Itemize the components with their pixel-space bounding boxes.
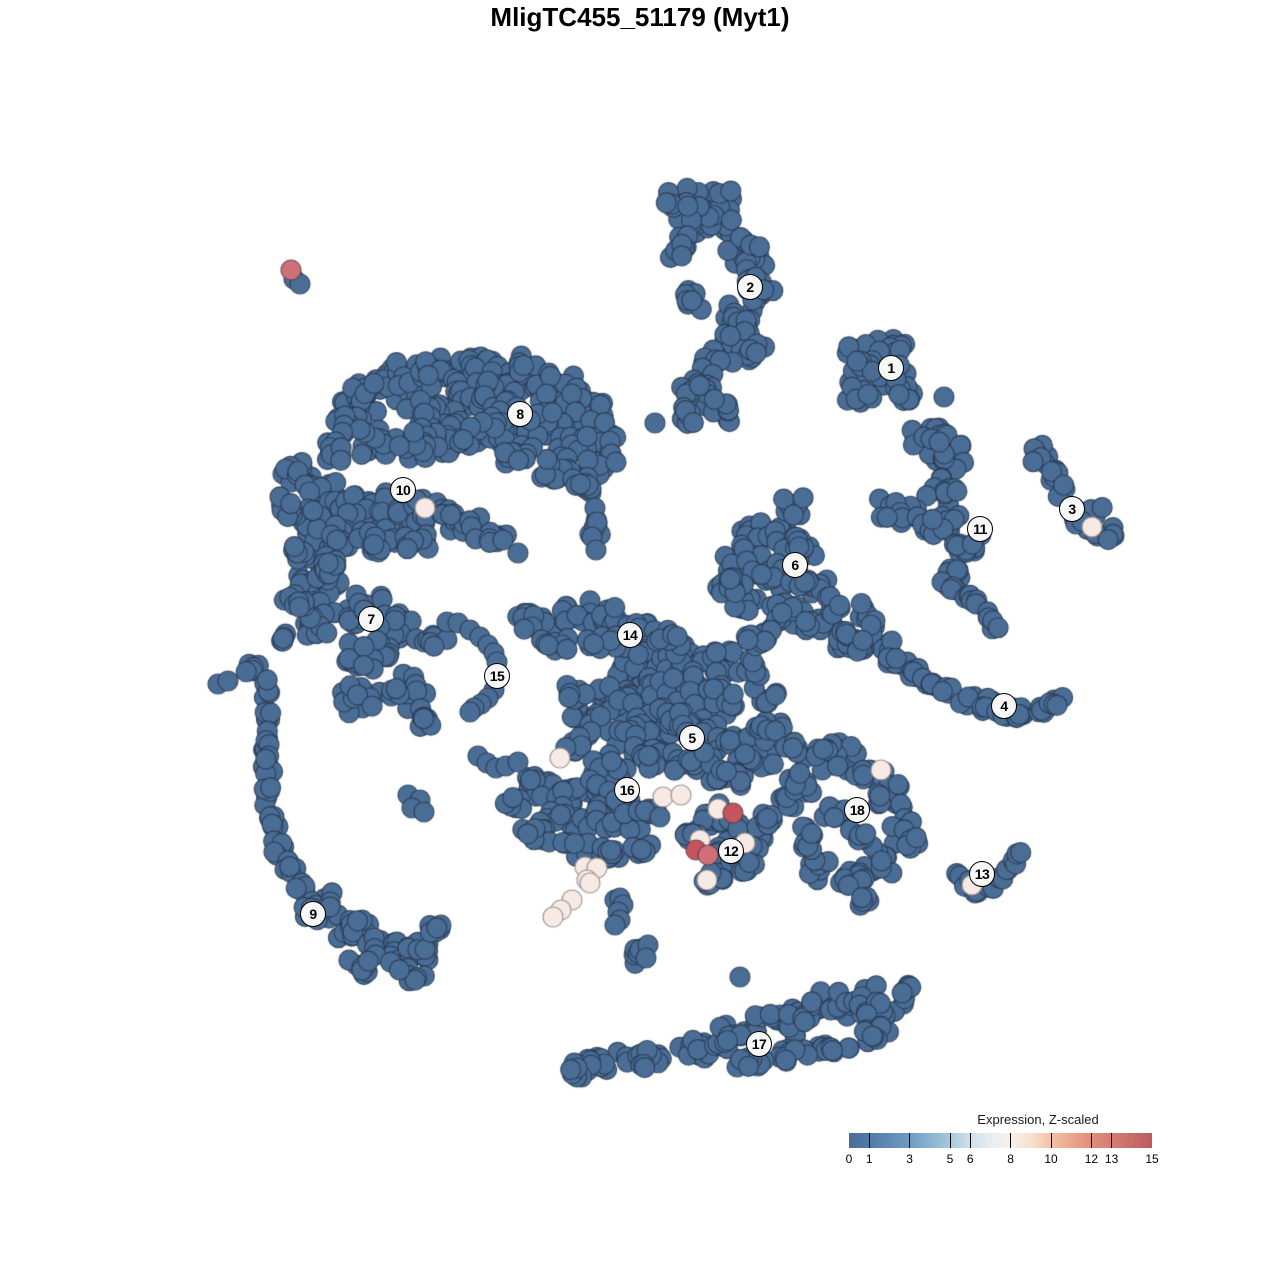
colorbar-tick-line bbox=[949, 1133, 951, 1148]
colorbar-tick-label: 3 bbox=[906, 1152, 913, 1166]
colorbar-tick-line bbox=[1050, 1133, 1052, 1148]
colorbar-tick-line bbox=[969, 1133, 971, 1148]
legend-title: Expression, Z-scaled bbox=[977, 1112, 1099, 1127]
colorbar-gradient bbox=[849, 1133, 1152, 1148]
colorbar-tick-label: 13 bbox=[1104, 1152, 1119, 1166]
colorbar-tick-label: 12 bbox=[1084, 1152, 1099, 1166]
colorbar-tick-line bbox=[909, 1133, 911, 1148]
colorbar-tick-label: 1 bbox=[865, 1152, 873, 1166]
colorbar-tick-label: 15 bbox=[1145, 1152, 1159, 1166]
colorbar-tick-line bbox=[1010, 1133, 1012, 1148]
colorbar-tick-label: 8 bbox=[1007, 1152, 1014, 1166]
colorbar-tick-label: 5 bbox=[946, 1152, 954, 1166]
colorbar-tick-line bbox=[1111, 1133, 1113, 1148]
colorbar-tick-label: 6 bbox=[966, 1152, 974, 1166]
colorbar-tick-label: 10 bbox=[1044, 1152, 1058, 1166]
colorbar-tick-label: 0 bbox=[845, 1152, 853, 1166]
colorbar-tick-line bbox=[1090, 1133, 1092, 1148]
colorbar-tick-line bbox=[868, 1133, 870, 1148]
